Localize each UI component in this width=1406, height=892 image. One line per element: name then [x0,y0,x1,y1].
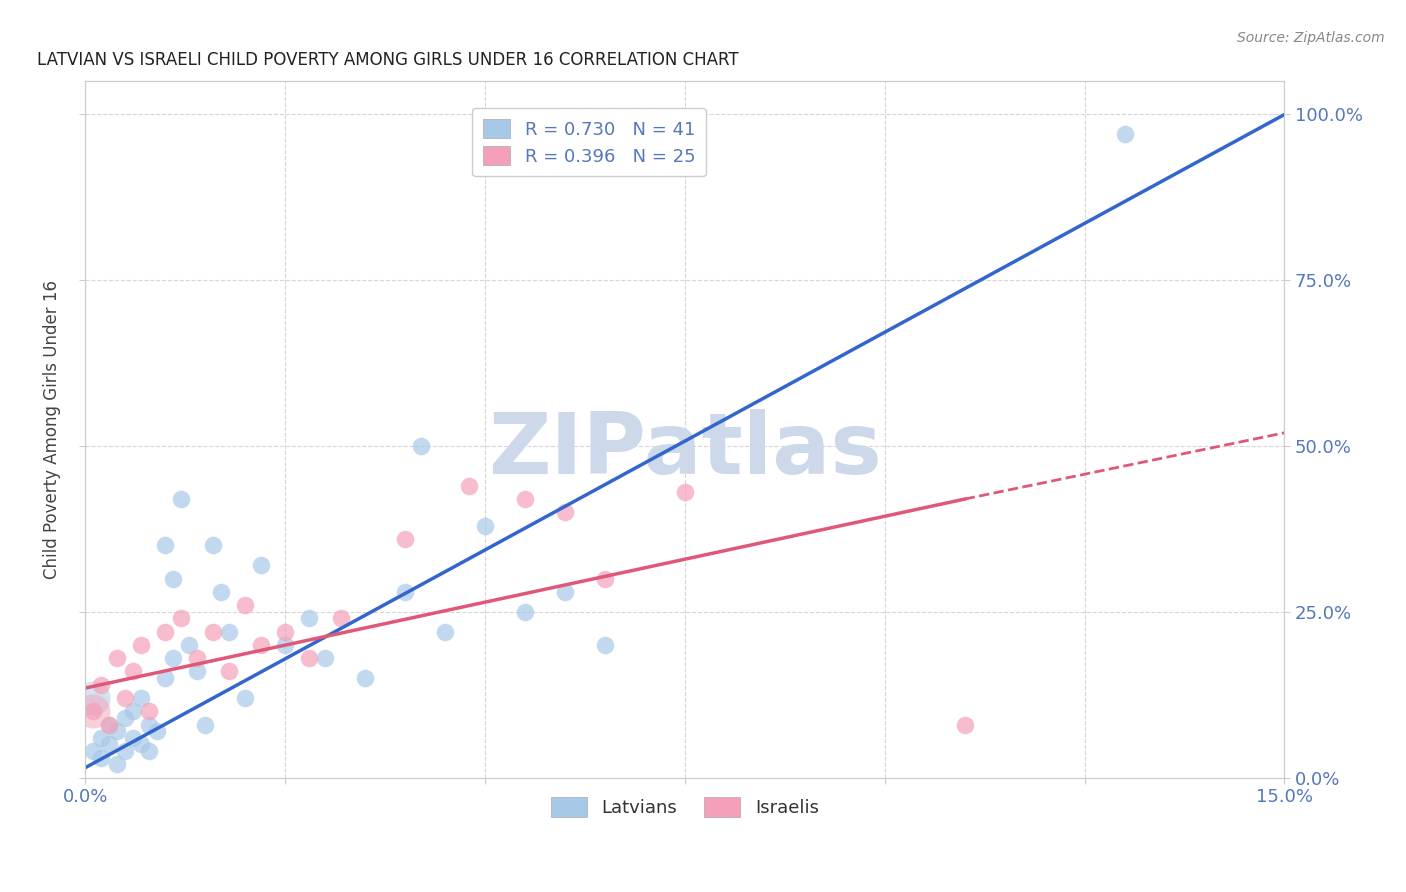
Point [513,492,536,507]
Point [1114,128,1136,142]
Point [218,624,240,639]
Point [114,711,136,725]
Point [233,598,256,612]
Point [90,731,112,745]
Point [122,704,145,718]
Point [513,605,536,619]
Point [105,724,128,739]
Legend: Latvians, Israelis: Latvians, Israelis [544,790,827,824]
Point [411,439,433,453]
Point [394,585,416,599]
Point [138,744,160,758]
Point [250,558,273,573]
Point [209,585,232,599]
Point [593,572,616,586]
Point [98,717,121,731]
Point [314,651,336,665]
Point [434,624,457,639]
Point [105,757,128,772]
Point [298,611,321,625]
Point [330,611,353,625]
Point [298,651,321,665]
Point [138,717,160,731]
Point [179,638,201,652]
Point [114,744,136,758]
Point [458,479,481,493]
Point [155,539,177,553]
Point [82,691,104,706]
Point [122,665,145,679]
Point [394,532,416,546]
Point [170,492,193,507]
Point [82,704,104,718]
Point [474,518,496,533]
Point [953,717,976,731]
Point [138,704,160,718]
Point [90,750,112,764]
Text: LATVIAN VS ISRAELI CHILD POVERTY AMONG GIRLS UNDER 16 CORRELATION CHART: LATVIAN VS ISRAELI CHILD POVERTY AMONG G… [38,51,740,69]
Point [98,738,121,752]
Point [162,572,184,586]
Point [354,671,377,685]
Point [554,505,576,519]
Point [162,651,184,665]
Point [233,691,256,706]
Point [155,624,177,639]
Point [131,638,153,652]
Point [554,585,576,599]
Point [186,651,208,665]
Point [218,665,240,679]
Point [593,638,616,652]
Point [131,738,153,752]
Point [114,691,136,706]
Point [186,665,208,679]
Point [170,611,193,625]
Point [122,731,145,745]
Text: Source: ZipAtlas.com: Source: ZipAtlas.com [1237,31,1385,45]
Point [146,724,169,739]
Point [250,638,273,652]
Point [82,704,104,718]
Point [194,717,217,731]
Point [274,638,297,652]
Text: ZIPatlas: ZIPatlas [488,409,882,491]
Point [155,671,177,685]
Point [82,744,104,758]
Point [90,678,112,692]
Point [131,691,153,706]
Point [673,485,696,500]
Y-axis label: Child Poverty Among Girls Under 16: Child Poverty Among Girls Under 16 [44,280,60,579]
Point [98,717,121,731]
Point [274,624,297,639]
Point [202,624,225,639]
Point [202,539,225,553]
Point [105,651,128,665]
